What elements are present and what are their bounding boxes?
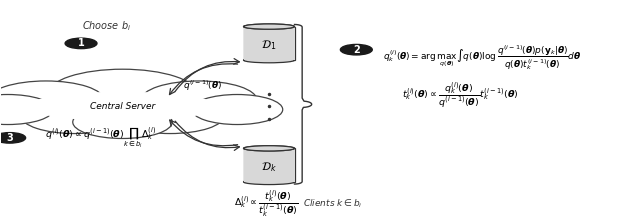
Circle shape (116, 98, 224, 134)
Ellipse shape (244, 24, 294, 29)
Text: $q^{(i-1)}(\boldsymbol{\theta})$: $q^{(i-1)}(\boldsymbol{\theta})$ (182, 78, 221, 93)
FancyBboxPatch shape (244, 148, 294, 182)
Text: Clients $k \in b_i$: Clients $k \in b_i$ (303, 198, 362, 210)
Text: Central Server: Central Server (90, 102, 155, 111)
Circle shape (141, 81, 257, 119)
Circle shape (65, 38, 97, 49)
Circle shape (340, 44, 372, 55)
Ellipse shape (244, 57, 294, 63)
Text: 2: 2 (353, 45, 360, 55)
Ellipse shape (244, 24, 294, 29)
Circle shape (48, 69, 197, 118)
Text: $\mathcal{D}_k$: $\mathcal{D}_k$ (261, 160, 277, 174)
FancyBboxPatch shape (244, 27, 294, 60)
Circle shape (21, 98, 129, 134)
Text: $q^{(i)}(\boldsymbol{\theta}) \propto q^{(i-1)}(\boldsymbol{\theta}) \prod_{k \i: $q^{(i)}(\boldsymbol{\theta}) \propto q^… (45, 125, 156, 150)
FancyBboxPatch shape (244, 27, 294, 60)
Text: 1: 1 (77, 38, 84, 48)
Text: $\Delta_k^{(i)} \propto \dfrac{t_k^{(i)}(\boldsymbol{\theta})}{t_k^{(i-1)}(\bold: $\Delta_k^{(i)} \propto \dfrac{t_k^{(i)}… (234, 189, 298, 219)
Circle shape (73, 106, 172, 139)
Circle shape (0, 81, 104, 119)
Circle shape (191, 95, 283, 125)
Circle shape (0, 95, 53, 125)
Text: $q_k^{(i)}(\boldsymbol{\theta}) = \arg\max_{q(\boldsymbol{\theta})} \int q(\bold: $q_k^{(i)}(\boldsymbol{\theta}) = \arg\m… (383, 44, 582, 73)
Text: Choose $b_i$: Choose $b_i$ (82, 20, 131, 34)
FancyBboxPatch shape (244, 148, 294, 182)
Ellipse shape (244, 146, 294, 151)
Ellipse shape (27, 92, 218, 121)
Circle shape (0, 133, 26, 143)
Ellipse shape (244, 179, 294, 184)
Text: $\mathcal{D}_1$: $\mathcal{D}_1$ (261, 39, 276, 52)
Text: 3: 3 (6, 133, 13, 143)
Ellipse shape (244, 146, 294, 151)
Text: $t_k^{(i)}(\boldsymbol{\theta}) \propto \dfrac{q_k^{(i)}(\boldsymbol{\theta})}{q: $t_k^{(i)}(\boldsymbol{\theta}) \propto … (402, 81, 518, 111)
